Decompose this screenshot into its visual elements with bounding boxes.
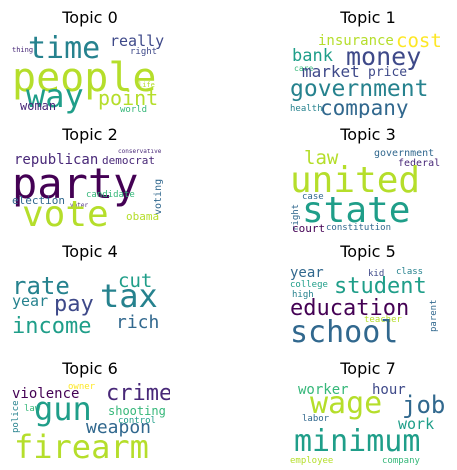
word-cloud: year kid class student college high educ… [288, 266, 448, 352]
cloud-word: kid [368, 269, 385, 279]
cloud-word: job [402, 391, 446, 419]
cloud-word: employee [290, 456, 334, 466]
cloud-word: money [346, 42, 422, 71]
cloud-word: woman [20, 99, 57, 113]
cloud-word: wage [310, 386, 383, 421]
cloud-word: parent [429, 299, 439, 332]
cloud-word: court [292, 222, 326, 235]
word-cloud: worker hour wage job labor work minimum … [288, 383, 448, 469]
cloud-word: insurance [318, 33, 394, 49]
cloud-word: government [374, 149, 435, 159]
panel-title: Topic 5 [340, 242, 396, 261]
cloud-word: point [98, 86, 159, 110]
cloud-word: law [24, 404, 41, 414]
cloud-word: election [12, 194, 65, 207]
cloud-word: voter [70, 202, 89, 209]
cloud-word: party [12, 159, 139, 208]
cloud-word: work [398, 415, 435, 433]
word-cloud: time really thing right people life way … [10, 32, 170, 118]
panel-title: Topic 6 [62, 359, 118, 378]
cloud-word: education [290, 296, 410, 321]
cloud-word: cost [396, 32, 442, 52]
cloud-word: violence [12, 386, 80, 402]
topic-panel-3: Topic 3 law government federal united ri… [288, 125, 448, 235]
cloud-word: health [290, 104, 323, 114]
topic-panel-1: Topic 1 insurance cost bank money care m… [288, 8, 448, 118]
cloud-word: firearm [14, 428, 149, 466]
word-cloud: law government federal united right case… [288, 149, 448, 235]
cloud-word: constitution [326, 223, 392, 233]
cloud-word: company [320, 96, 409, 119]
panel-title: Topic 1 [340, 8, 396, 27]
word-cloud: owner violence crime law gun shooting co… [10, 383, 170, 469]
cloud-word: care [294, 64, 314, 73]
cloud-word: weapon [86, 417, 152, 438]
cloud-word: school [290, 315, 399, 350]
cloud-word: government [290, 76, 429, 102]
cloud-word: student [334, 274, 427, 299]
topic-panel-5: Topic 5 year kid class student college h… [288, 242, 448, 352]
cloud-word: shooting [108, 404, 166, 418]
cloud-word: rich [116, 312, 160, 333]
cloud-word: bank [292, 46, 333, 66]
cloud-word: teacher [364, 315, 402, 325]
cloud-word: right [130, 47, 158, 57]
cloud-word: owner [68, 383, 96, 392]
cloud-word: price [368, 65, 408, 80]
cloud-word: college [290, 280, 328, 290]
cloud-word: republican [14, 152, 99, 168]
cloud-word: pay [54, 292, 94, 317]
cloud-word: world [120, 105, 148, 115]
cloud-word: people [12, 55, 157, 101]
cloud-word: rate [12, 272, 70, 300]
word-cloud: conservative republican democrat party v… [10, 149, 170, 235]
cloud-word: crime [106, 383, 170, 406]
cloud-word: life [138, 81, 155, 89]
word-cloud: insurance cost bank money care market pr… [288, 32, 448, 118]
panel-title: Topic 2 [62, 125, 118, 144]
cloud-word: really [110, 32, 165, 50]
panel-title: Topic 4 [62, 242, 118, 261]
cloud-word: labor [302, 414, 330, 424]
topic-panel-6: Topic 6 owner violence crime law gun sho… [10, 359, 170, 469]
cloud-word: candidate [86, 190, 135, 200]
cloud-word: state [302, 190, 411, 231]
cloud-word: conservative [118, 149, 162, 155]
cloud-word: control [118, 416, 156, 426]
cloud-word: minimum [294, 424, 421, 459]
cloud-word: obama [126, 210, 160, 223]
cloud-word: worker [298, 383, 349, 398]
panel-title: Topic 0 [62, 8, 118, 27]
cloud-word: year [290, 266, 324, 281]
topic-panel-2: Topic 2 conservative republican democrat… [10, 125, 170, 235]
cloud-word: class [396, 267, 424, 277]
cloud-word: thing [12, 46, 34, 54]
cloud-word: way [26, 77, 84, 115]
cloud-word: time [28, 32, 101, 66]
cloud-word: law [304, 149, 339, 169]
cloud-word: income [12, 314, 92, 339]
cloud-word: united [290, 160, 421, 201]
cloud-word: company [382, 456, 420, 466]
topic-panel-4: Topic 4 rate cut year pay tax income ric… [10, 242, 170, 352]
cloud-word: tax [100, 277, 158, 315]
cloud-word: vote [22, 194, 109, 235]
topic-panel-0: Topic 0 time really thing right people l… [10, 8, 170, 118]
cloud-word: federal [398, 158, 441, 169]
word-cloud: rate cut year pay tax income rich [10, 266, 170, 352]
cloud-word: cut [118, 270, 153, 292]
cloud-word: gun [34, 390, 92, 428]
cloud-word: hour [372, 383, 406, 398]
cloud-word: market [302, 62, 360, 81]
cloud-word: democrat [102, 154, 155, 167]
cloud-word: year [12, 292, 49, 310]
cloud-word: case [302, 192, 324, 202]
cloud-word: high [292, 290, 314, 300]
panel-title: Topic 3 [340, 125, 396, 144]
topic-panel-7: Topic 7 worker hour wage job labor work … [288, 359, 448, 469]
panel-title: Topic 7 [340, 359, 396, 378]
